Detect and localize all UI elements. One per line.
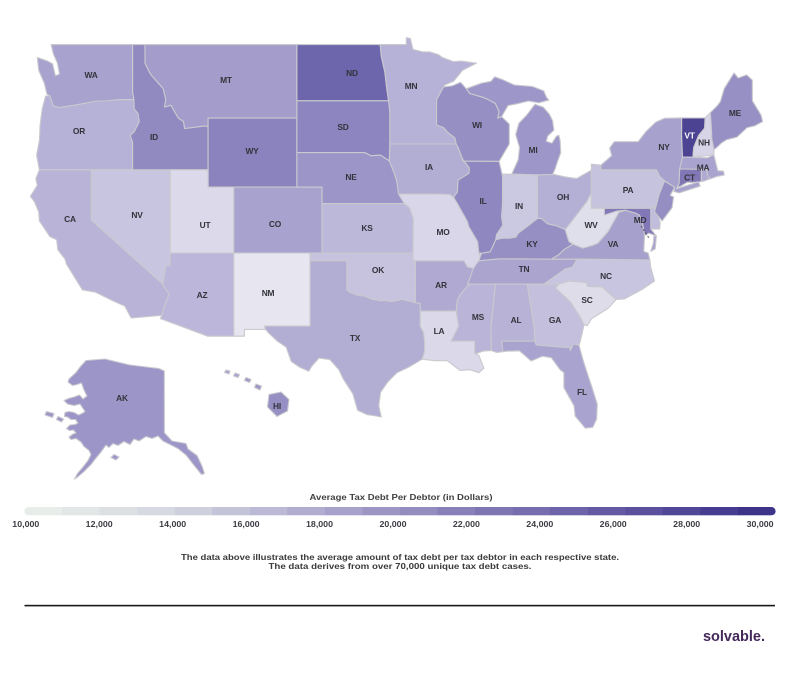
svg-text:14,000: 14,000 bbox=[159, 519, 186, 529]
svg-text:NM: NM bbox=[262, 288, 275, 298]
svg-text:TN: TN bbox=[519, 264, 530, 274]
svg-text:CT: CT bbox=[684, 173, 696, 183]
svg-text:12,000: 12,000 bbox=[86, 519, 113, 529]
svg-text:AZ: AZ bbox=[197, 290, 208, 300]
svg-text:ME: ME bbox=[729, 108, 742, 118]
svg-text:30,000: 30,000 bbox=[747, 519, 774, 529]
svg-text:IA: IA bbox=[425, 162, 433, 172]
svg-text:MS: MS bbox=[472, 312, 485, 322]
svg-text:MA: MA bbox=[697, 163, 710, 173]
svg-text:HI: HI bbox=[273, 401, 281, 411]
svg-text:NH: NH bbox=[698, 138, 710, 148]
svg-text:NE: NE bbox=[345, 172, 357, 182]
svg-text:CO: CO bbox=[269, 219, 282, 229]
svg-text:PA: PA bbox=[623, 185, 634, 195]
svg-text:IN: IN bbox=[515, 201, 523, 211]
svg-text:16,000: 16,000 bbox=[233, 519, 260, 529]
svg-text:MN: MN bbox=[405, 81, 418, 91]
svg-text:OK: OK bbox=[372, 265, 384, 275]
svg-text:AL: AL bbox=[511, 315, 522, 325]
svg-text:ID: ID bbox=[150, 132, 158, 142]
svg-text:MI: MI bbox=[529, 145, 538, 155]
svg-text:The data above illustrates the: The data above illustrates the average a… bbox=[181, 552, 619, 562]
svg-text:AK: AK bbox=[116, 393, 128, 403]
svg-text:NY: NY bbox=[658, 142, 670, 152]
svg-text:ND: ND bbox=[346, 68, 358, 78]
svg-text:WA: WA bbox=[84, 70, 97, 80]
svg-text:VT: VT bbox=[684, 131, 695, 141]
svg-text:KY: KY bbox=[526, 239, 538, 249]
svg-text:IL: IL bbox=[479, 196, 486, 206]
svg-text:OH: OH bbox=[557, 192, 569, 202]
svg-text:OR: OR bbox=[73, 126, 85, 136]
svg-text:UT: UT bbox=[200, 220, 212, 230]
svg-text:SC: SC bbox=[581, 295, 592, 305]
svg-text:WV: WV bbox=[584, 220, 598, 230]
svg-text:SD: SD bbox=[337, 122, 348, 132]
svg-text:TX: TX bbox=[350, 333, 361, 343]
svg-text:GA: GA bbox=[549, 315, 561, 325]
svg-text:solvable.: solvable. bbox=[703, 629, 765, 645]
svg-text:MT: MT bbox=[220, 75, 233, 85]
svg-text:VA: VA bbox=[608, 239, 619, 249]
svg-text:18,000: 18,000 bbox=[306, 519, 333, 529]
svg-text:22,000: 22,000 bbox=[453, 519, 480, 529]
svg-text:28,000: 28,000 bbox=[673, 519, 700, 529]
svg-text:FL: FL bbox=[577, 387, 587, 397]
svg-text:MD: MD bbox=[634, 215, 647, 225]
svg-text:MO: MO bbox=[436, 227, 450, 237]
svg-text:WI: WI bbox=[472, 120, 482, 130]
svg-text:10,000: 10,000 bbox=[12, 519, 39, 529]
svg-text:26,000: 26,000 bbox=[600, 519, 627, 529]
svg-text:AR: AR bbox=[435, 280, 447, 290]
svg-text:WY: WY bbox=[245, 146, 259, 156]
svg-text:Average Tax Debt Per Debtor (i: Average Tax Debt Per Debtor (in Dollars) bbox=[310, 492, 493, 502]
svg-text:NV: NV bbox=[131, 210, 143, 220]
svg-text:NC: NC bbox=[600, 271, 612, 281]
svg-text:The data derives from over 70,: The data derives from over 70,000 unique… bbox=[269, 561, 532, 571]
svg-text:CA: CA bbox=[64, 214, 76, 224]
svg-text:LA: LA bbox=[434, 326, 445, 336]
svg-text:KS: KS bbox=[361, 223, 373, 233]
svg-text:20,000: 20,000 bbox=[380, 519, 407, 529]
svg-text:24,000: 24,000 bbox=[526, 519, 553, 529]
